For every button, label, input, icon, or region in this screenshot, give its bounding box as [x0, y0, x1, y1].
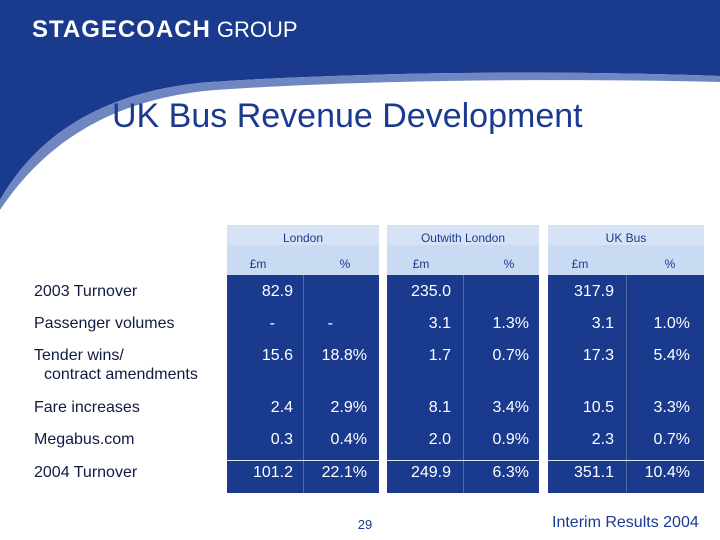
cell-tender-ukbus-pct: 5.4%	[653, 347, 690, 364]
total-rule-london	[227, 460, 379, 461]
cell-tender-london-pct: 18.8%	[321, 347, 367, 364]
cell-megabus-ukbus-pct: 0.7%	[653, 431, 690, 448]
row-label-tender-wins: Tender wins/	[34, 347, 124, 364]
unit-london-pct: %	[339, 257, 351, 271]
cell-passenger-outwith-gbp: 3.1	[428, 315, 451, 332]
row-label-megabus: Megabus.com	[34, 431, 135, 448]
cell-tender-outwith-pct: 0.7%	[492, 347, 529, 364]
cell-2004-london-pct: 22.1%	[321, 464, 367, 481]
cell-megabus-outwith-gbp: 2.0	[428, 431, 451, 448]
cell-2004-ukbus-gbp: 351.1	[573, 464, 614, 481]
brand-logo-light: GROUP	[216, 17, 298, 42]
cell-2003-ukbus-gbp: 317.9	[573, 283, 614, 300]
unit-outwith-pct: %	[503, 257, 515, 271]
cell-passenger-ukbus-pct: 1.0%	[653, 315, 690, 332]
cell-tender-outwith-gbp: 1.7	[428, 347, 451, 364]
cell-passenger-ukbus-gbp: 3.1	[591, 315, 614, 332]
brand-logo: STAGECOACH GROUP	[32, 16, 298, 52]
brand-logo-bold: STAGECOACH	[32, 16, 211, 43]
cell-fare-london-gbp: 2.4	[270, 399, 293, 416]
cell-passenger-outwith-pct: 1.3%	[492, 315, 529, 332]
cell-fare-ukbus-pct: 3.3%	[653, 399, 690, 416]
cell-2003-outwith-gbp: 235.0	[410, 283, 451, 300]
row-label-2004-turnover: 2004 Turnover	[34, 464, 138, 481]
cell-passenger-london-gbp: -	[269, 315, 275, 332]
cell-2004-outwith-gbp: 249.9	[410, 464, 451, 481]
row-label-passenger-volumes: Passenger volumes	[34, 315, 175, 332]
cell-megabus-london-gbp: 0.3	[270, 431, 293, 448]
cell-fare-london-pct: 2.9%	[330, 399, 367, 416]
page-number: 29	[357, 517, 373, 532]
group-header-uk-bus: UK Bus	[605, 231, 647, 245]
cell-2003-london-gbp: 82.9	[261, 283, 293, 300]
outwith-london-column	[387, 225, 539, 493]
unit-ukbus-gbp: £m	[571, 257, 589, 271]
cell-megabus-outwith-pct: 0.9%	[492, 431, 529, 448]
cell-tender-london-gbp: 15.6	[261, 347, 293, 364]
row-label-fare-increases: Fare increases	[34, 399, 140, 416]
total-rule-outwith	[387, 460, 539, 461]
cell-megabus-london-pct: 0.4%	[330, 431, 367, 448]
unit-ukbus-pct: %	[664, 257, 676, 271]
cell-tender-ukbus-gbp: 17.3	[582, 347, 614, 364]
footer-caption: Interim Results 2004	[552, 514, 699, 531]
cell-2004-ukbus-pct: 10.4%	[644, 464, 690, 481]
cell-fare-ukbus-gbp: 10.5	[582, 399, 614, 416]
cell-fare-outwith-gbp: 8.1	[428, 399, 451, 416]
group-header-outwith-london: Outwith London	[420, 231, 506, 245]
london-column	[227, 225, 379, 493]
header-banner	[0, 0, 720, 220]
uk-bus-column	[548, 225, 704, 493]
total-rule-ukbus	[548, 460, 704, 461]
cell-megabus-ukbus-gbp: 2.3	[591, 431, 614, 448]
cell-2004-london-gbp: 101.2	[252, 464, 293, 481]
row-label-2003-turnover: 2003 Turnover	[34, 283, 138, 300]
unit-london-gbp: £m	[249, 257, 267, 271]
unit-outwith-gbp: £m	[412, 257, 430, 271]
cell-2004-outwith-pct: 6.3%	[492, 464, 529, 481]
row-label-tender-wins-line2: contract amendments	[44, 366, 198, 383]
group-header-london: London	[282, 231, 324, 245]
cell-passenger-london-pct: -	[327, 315, 333, 332]
page-title: UK Bus Revenue Development	[112, 97, 583, 135]
cell-fare-outwith-pct: 3.4%	[492, 399, 529, 416]
